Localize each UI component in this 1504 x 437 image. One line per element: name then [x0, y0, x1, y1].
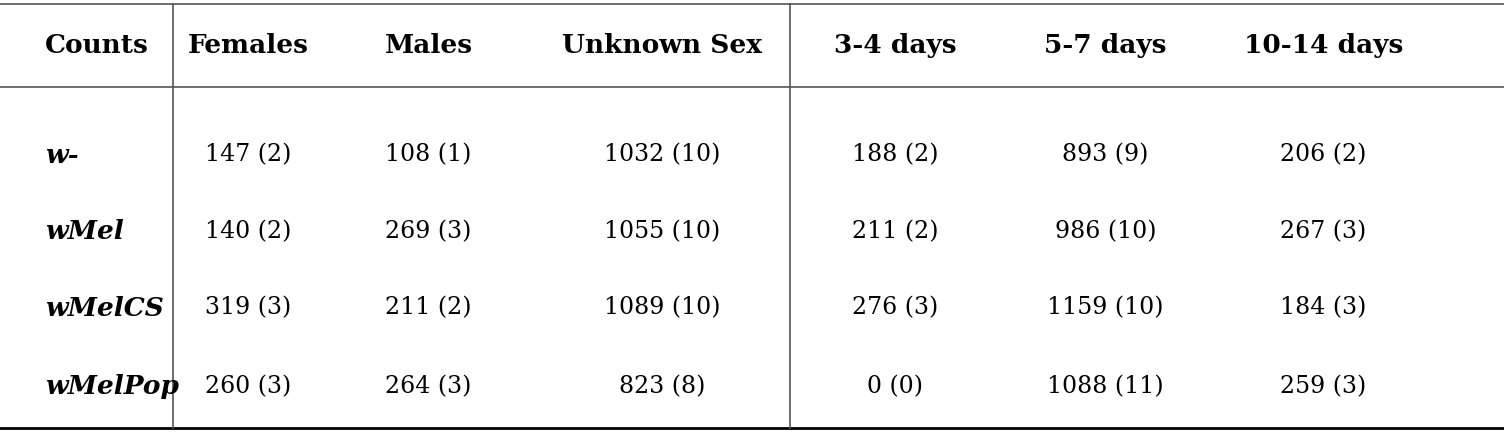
- Text: 10-14 days: 10-14 days: [1244, 33, 1403, 59]
- Text: wMelCS: wMelCS: [45, 295, 164, 321]
- Text: 211 (2): 211 (2): [851, 220, 938, 243]
- Text: 211 (2): 211 (2): [385, 297, 472, 319]
- Text: 259 (3): 259 (3): [1280, 375, 1367, 398]
- Text: 893 (9): 893 (9): [1062, 144, 1149, 166]
- Text: w-: w-: [45, 142, 78, 168]
- Text: 269 (3): 269 (3): [385, 220, 472, 243]
- Text: 3-4 days: 3-4 days: [833, 33, 957, 59]
- Text: 1159 (10): 1159 (10): [1047, 297, 1164, 319]
- Text: 276 (3): 276 (3): [851, 297, 938, 319]
- Text: 986 (10): 986 (10): [1054, 220, 1157, 243]
- Text: 267 (3): 267 (3): [1280, 220, 1367, 243]
- Text: 264 (3): 264 (3): [385, 375, 472, 398]
- Text: 206 (2): 206 (2): [1280, 144, 1367, 166]
- Text: 1089 (10): 1089 (10): [603, 297, 720, 319]
- Text: wMelPop: wMelPop: [45, 374, 179, 399]
- Text: 0 (0): 0 (0): [866, 375, 923, 398]
- Text: Counts: Counts: [45, 33, 149, 59]
- Text: 823 (8): 823 (8): [618, 375, 705, 398]
- Text: 5-7 days: 5-7 days: [1044, 33, 1167, 59]
- Text: 319 (3): 319 (3): [205, 297, 292, 319]
- Text: 147 (2): 147 (2): [205, 144, 292, 166]
- Text: 1055 (10): 1055 (10): [603, 220, 720, 243]
- Text: 184 (3): 184 (3): [1280, 297, 1367, 319]
- Text: Unknown Sex: Unknown Sex: [562, 33, 761, 59]
- Text: Females: Females: [188, 33, 308, 59]
- Text: 260 (3): 260 (3): [205, 375, 292, 398]
- Text: 1088 (11): 1088 (11): [1047, 375, 1164, 398]
- Text: wMel: wMel: [45, 219, 123, 244]
- Text: 140 (2): 140 (2): [205, 220, 292, 243]
- Text: 188 (2): 188 (2): [851, 144, 938, 166]
- Text: 1032 (10): 1032 (10): [603, 144, 720, 166]
- Text: Males: Males: [385, 33, 472, 59]
- Text: 108 (1): 108 (1): [385, 144, 472, 166]
